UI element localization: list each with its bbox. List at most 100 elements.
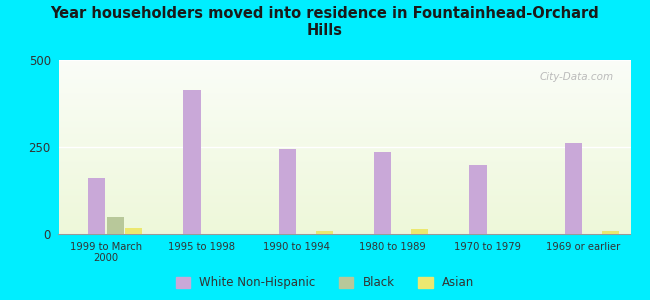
Bar (58, 148, 630, 149)
Bar (58, 72, 630, 73)
Bar (58, 220, 630, 221)
Bar (58, 229, 630, 230)
Bar (58, 79, 630, 80)
Bar (58, 150, 630, 151)
Bar (58, 195, 630, 196)
Bar (58, 165, 630, 166)
Bar (58, 198, 630, 199)
Bar (58, 228, 630, 229)
Bar (58, 120, 630, 121)
Bar (58, 84, 630, 85)
Bar (58, 114, 630, 115)
Bar (58, 233, 630, 234)
Bar (58, 188, 630, 189)
Bar (58, 139, 630, 140)
Bar (58, 132, 630, 133)
Bar (58, 124, 630, 125)
Bar (58, 81, 630, 82)
Bar (58, 199, 630, 200)
Bar (58, 136, 630, 137)
Bar (58, 88, 630, 89)
Bar (58, 61, 630, 62)
Bar (58, 203, 630, 204)
Bar (58, 224, 630, 225)
Bar (316, 231, 333, 234)
Bar (58, 65, 630, 66)
Bar (58, 127, 630, 128)
Bar (58, 215, 630, 216)
Bar (58, 97, 630, 98)
Bar (58, 181, 630, 182)
Bar (58, 179, 630, 180)
Bar (58, 122, 630, 123)
Bar (58, 155, 630, 156)
Bar (58, 196, 630, 197)
Bar (58, 77, 630, 78)
Bar (58, 104, 630, 105)
Bar (58, 117, 630, 118)
Bar (58, 202, 630, 203)
Bar (602, 231, 619, 234)
Bar (58, 125, 630, 126)
Bar (58, 211, 630, 212)
Bar (107, 217, 124, 234)
Bar (58, 200, 630, 201)
Bar (58, 94, 630, 95)
Bar (58, 185, 630, 186)
Bar (58, 129, 630, 130)
Bar (58, 218, 630, 219)
Bar (58, 67, 630, 68)
Bar (58, 227, 630, 228)
Bar (58, 83, 630, 84)
Bar (58, 216, 630, 217)
Bar (58, 159, 630, 160)
Bar (58, 212, 630, 213)
Bar (58, 95, 630, 96)
Bar (58, 170, 630, 171)
Bar (58, 186, 630, 187)
Bar (58, 70, 630, 71)
Bar (58, 173, 630, 174)
Bar (58, 100, 630, 101)
Bar (58, 152, 630, 153)
Bar (58, 140, 630, 141)
Bar (58, 87, 630, 88)
Bar (58, 184, 630, 185)
Bar (58, 134, 630, 135)
Bar (58, 232, 630, 233)
Bar (58, 98, 630, 99)
Bar (58, 116, 630, 117)
Bar (58, 96, 630, 97)
Bar (58, 210, 630, 211)
Bar (58, 82, 630, 83)
Bar (58, 110, 630, 111)
Bar (58, 71, 630, 72)
Bar (58, 75, 630, 76)
Bar (58, 222, 630, 223)
Bar (58, 131, 630, 132)
Bar (58, 205, 630, 206)
Bar (58, 156, 630, 157)
Bar (58, 138, 630, 139)
Bar (58, 172, 630, 173)
Bar (58, 201, 630, 202)
Bar (58, 101, 630, 102)
Bar (58, 180, 630, 181)
Bar (58, 119, 630, 120)
Bar (58, 146, 630, 147)
Bar (58, 68, 630, 69)
Bar (58, 143, 630, 144)
Bar (58, 217, 630, 218)
Bar (58, 164, 630, 165)
Bar (58, 69, 630, 70)
Bar (58, 226, 630, 227)
Bar (58, 171, 630, 172)
Bar (58, 123, 630, 124)
Bar (58, 166, 630, 167)
Bar (58, 78, 630, 79)
Bar (58, 225, 630, 226)
Bar (58, 219, 630, 220)
Bar (58, 128, 630, 129)
Bar (58, 194, 630, 195)
Bar (279, 149, 296, 234)
